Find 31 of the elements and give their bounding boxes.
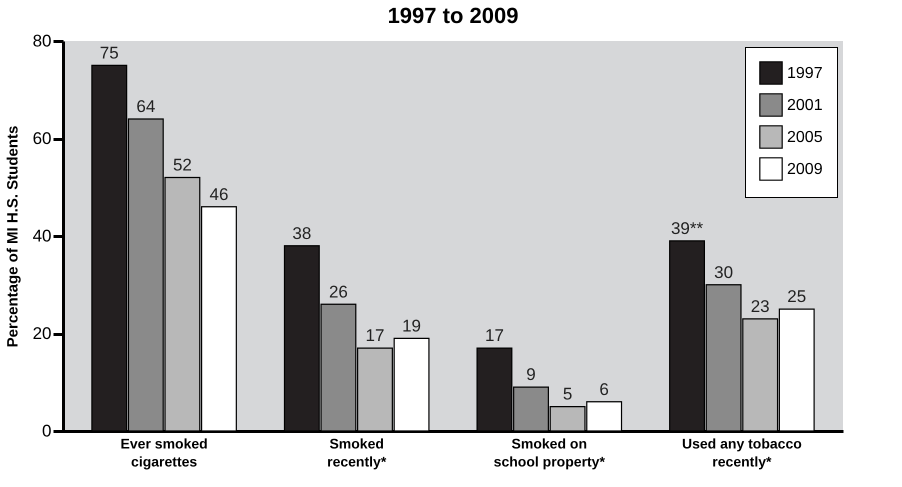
data-label: 17 <box>484 326 504 346</box>
data-label: 52 <box>172 156 192 174</box>
legend-label: 2009 <box>787 161 823 178</box>
data-label: 64 <box>136 97 156 116</box>
data-label: 26 <box>328 282 348 302</box>
data-label: 19 <box>402 316 422 336</box>
data-label: 6 <box>599 380 609 399</box>
data-label: 39** <box>670 218 704 238</box>
legend-label: 2005 <box>787 129 823 146</box>
data-label: 75 <box>100 43 119 62</box>
data-label: 17 <box>366 326 384 346</box>
data-label: 38 <box>292 224 312 243</box>
y-tick-label: 20 <box>32 324 52 343</box>
x-tick-label: Used any tobacco recently* <box>682 436 802 470</box>
y-axis-title: Percentage of MI H.S. Students <box>4 126 22 348</box>
legend-label: 2001 <box>787 97 823 114</box>
y-tick-label: 80 <box>32 32 52 50</box>
y-tick-label: 60 <box>32 129 52 148</box>
data-label: 5 <box>562 384 572 404</box>
data-label: 25 <box>787 287 806 306</box>
data-label: 23 <box>750 296 770 316</box>
x-tick-label: Ever smoked cigarettes <box>120 436 208 470</box>
data-label: 9 <box>526 365 536 384</box>
chart-title: 1997 to 2009 <box>388 3 518 28</box>
data-label: 46 <box>210 184 228 204</box>
y-tick-label: 0 <box>42 422 52 440</box>
x-tick-label: Smoked on school property* <box>494 436 606 470</box>
data-label: 30 <box>714 262 734 282</box>
x-tick-label: Smoked recently* <box>327 436 387 470</box>
y-tick-label: 40 <box>32 226 52 246</box>
legend-label: 1997 <box>787 65 823 82</box>
